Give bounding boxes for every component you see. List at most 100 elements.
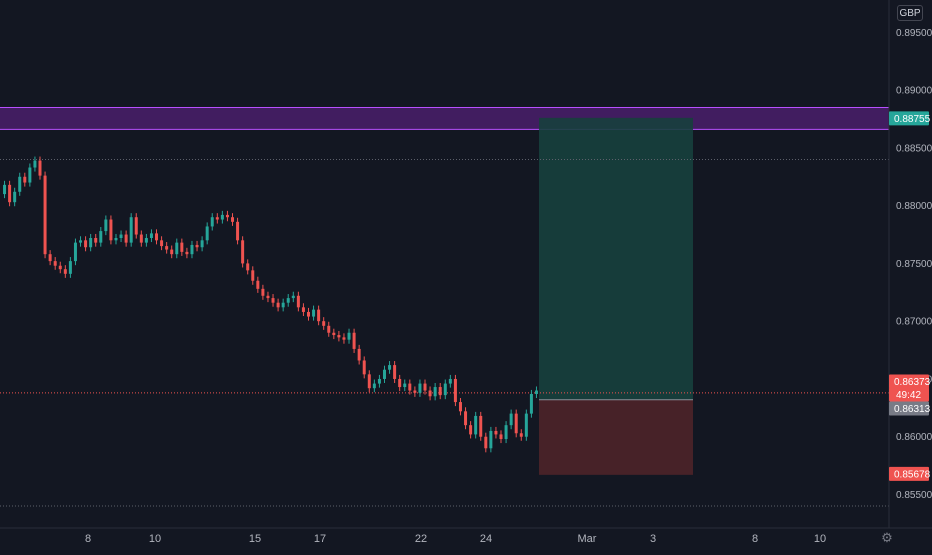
candle-body — [73, 242, 77, 262]
candle — [484, 432, 488, 453]
candle — [261, 284, 265, 300]
candle — [109, 215, 113, 245]
candle-body — [509, 413, 513, 426]
time-tick-label: 8 — [85, 533, 91, 545]
candle-body — [377, 378, 381, 384]
time-tick-label: 24 — [480, 533, 492, 545]
long-position-tool[interactable] — [539, 117, 693, 475]
candle-body — [479, 415, 483, 437]
candle — [382, 365, 386, 384]
candle — [89, 233, 93, 252]
stop-loss-area[interactable] — [539, 399, 693, 475]
candle — [84, 236, 88, 252]
candle — [504, 421, 508, 444]
candle-body — [357, 348, 361, 361]
candle — [155, 229, 159, 245]
candle-body — [261, 288, 265, 296]
candle-body — [529, 393, 533, 414]
time-tick-label: 22 — [415, 533, 427, 545]
profit-area[interactable] — [539, 117, 693, 400]
candle — [534, 386, 538, 399]
candle-body — [225, 214, 229, 218]
candle-body — [28, 167, 32, 183]
candle — [119, 230, 123, 243]
candle — [524, 409, 528, 441]
candle — [474, 411, 478, 439]
candle-body — [398, 378, 402, 388]
candle-body — [332, 332, 336, 336]
candle — [210, 213, 214, 231]
candle — [175, 238, 179, 259]
candle — [499, 430, 503, 444]
candle-body — [423, 383, 427, 391]
candle — [225, 210, 229, 222]
candle — [38, 156, 42, 180]
candle-body — [251, 270, 255, 281]
candle — [519, 429, 523, 441]
candle-body — [428, 390, 432, 397]
candle-body — [494, 430, 498, 435]
candle-body — [129, 217, 133, 243]
candle — [423, 379, 427, 395]
candle-body — [499, 434, 503, 440]
candle — [160, 236, 164, 251]
price-tag: 0.86373 — [889, 374, 931, 389]
candle-body — [524, 413, 528, 437]
candle-body — [464, 411, 468, 426]
candle-body — [281, 302, 285, 308]
candle — [357, 344, 361, 365]
time-axis[interactable]: 8 10 15 17 22 24 Mar 3 8 10 — [85, 533, 826, 545]
candle-body — [18, 176, 22, 192]
time-tick-label: Mar — [578, 533, 597, 545]
candle — [129, 213, 133, 247]
price-tag-text: 49:42 — [896, 390, 921, 401]
price-tag-text: 0.85678 — [894, 469, 931, 480]
candle-body — [296, 295, 300, 308]
candle-body — [139, 234, 143, 243]
candle — [428, 386, 432, 401]
candlestick-series — [3, 156, 538, 453]
zone-fill — [0, 107, 889, 130]
candle — [464, 407, 468, 430]
candle — [448, 374, 452, 388]
candle — [494, 426, 498, 439]
price-tick-label: 0.89500 — [896, 28, 932, 39]
candle-body — [215, 217, 219, 220]
price-tick-label: 0.86000 — [896, 432, 932, 443]
candle-body — [388, 365, 392, 370]
candle — [362, 356, 366, 379]
candle — [408, 379, 412, 395]
candle-body — [276, 302, 280, 308]
candle-body — [99, 231, 103, 243]
candle — [94, 233, 98, 247]
candle-body — [352, 332, 356, 349]
candle-body — [306, 311, 310, 317]
candle — [266, 291, 270, 303]
candle-body — [337, 335, 341, 338]
currency-button[interactable]: GBP — [897, 5, 923, 21]
candle-body — [519, 433, 523, 437]
price-tag-bg — [889, 374, 929, 389]
candle-body — [195, 244, 199, 248]
candle — [33, 156, 37, 172]
candle — [205, 222, 209, 245]
candle — [68, 257, 72, 278]
candle — [104, 215, 108, 236]
price-tick-label: 0.88000 — [896, 201, 932, 212]
candle — [458, 398, 462, 416]
candle — [23, 172, 27, 187]
candle-body — [474, 415, 478, 435]
candle-body — [43, 175, 47, 255]
candle — [251, 266, 255, 285]
gear-icon[interactable]: ⚙ — [881, 530, 893, 545]
candle-body — [312, 309, 316, 317]
price-tag-text: 0.86313 — [894, 404, 931, 415]
candle-body — [382, 369, 386, 379]
candle — [149, 229, 153, 243]
candle-body — [23, 176, 27, 183]
candle — [246, 259, 250, 275]
candle-body — [48, 254, 52, 262]
candle-body — [180, 242, 184, 252]
candle — [124, 230, 128, 247]
